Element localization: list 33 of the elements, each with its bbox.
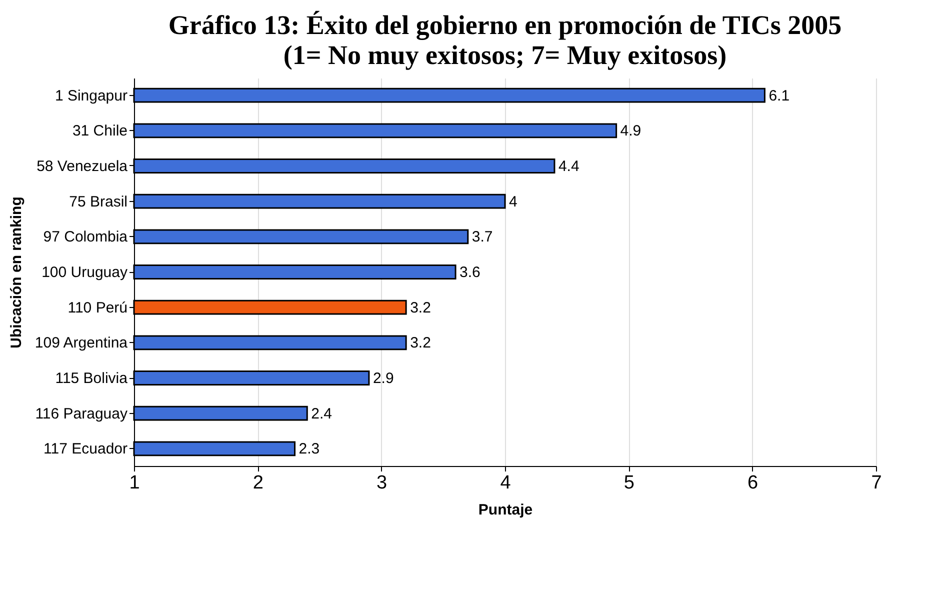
y-tick-label: 115 Bolivia [55,370,128,388]
data-label: 2.4 [311,405,332,422]
x-axis-title: Puntaje [478,502,533,518]
y-tick-label: 97 Colombia [43,228,128,246]
data-label: 3.2 [410,299,431,316]
y-axis-title: Ubicación en ranking [8,196,26,348]
chart-title: Gráfico 13: Éxito del gobierno en promoción de TICs 2005 [168,10,842,40]
y-tick-label: 31 Chile [72,122,128,140]
chart-subtitle: (1= No muy exitosos; 7= Muy exitosos) [283,40,727,70]
y-tick-label: 58 Venezuela [36,158,128,175]
data-label: 3.2 [410,334,431,352]
data-label: 4 [509,193,518,210]
data-label: 2.9 [372,370,394,388]
y-tick-label: 1 Singapur [54,87,128,104]
y-tick-label: 117 Ecuador [44,440,128,458]
x-tick-label: 7 [871,472,882,494]
y-tick-label: 100 Uruguay [42,264,128,281]
data-label: 2.3 [298,440,320,458]
x-tick-label: 1 [129,472,140,494]
y-tick-label: 75 Brasil [69,193,128,210]
x-tick-label: 6 [748,472,758,494]
data-label: 4.4 [558,158,580,175]
y-tick-label: 116 Paraguay [35,405,128,422]
x-tick-label: 5 [624,472,634,494]
x-tick-label: 3 [376,472,388,494]
data-label: 4.9 [620,122,642,140]
data-label: 6.1 [768,87,790,104]
data-label: 3.6 [460,264,480,281]
y-tick-label: 110 Perú [68,299,128,316]
y-tick-label: 109 Argentina [34,334,128,352]
x-tick-label: 2 [252,472,264,494]
data-label: 3.7 [472,228,493,246]
x-tick-label: 4 [500,472,512,494]
